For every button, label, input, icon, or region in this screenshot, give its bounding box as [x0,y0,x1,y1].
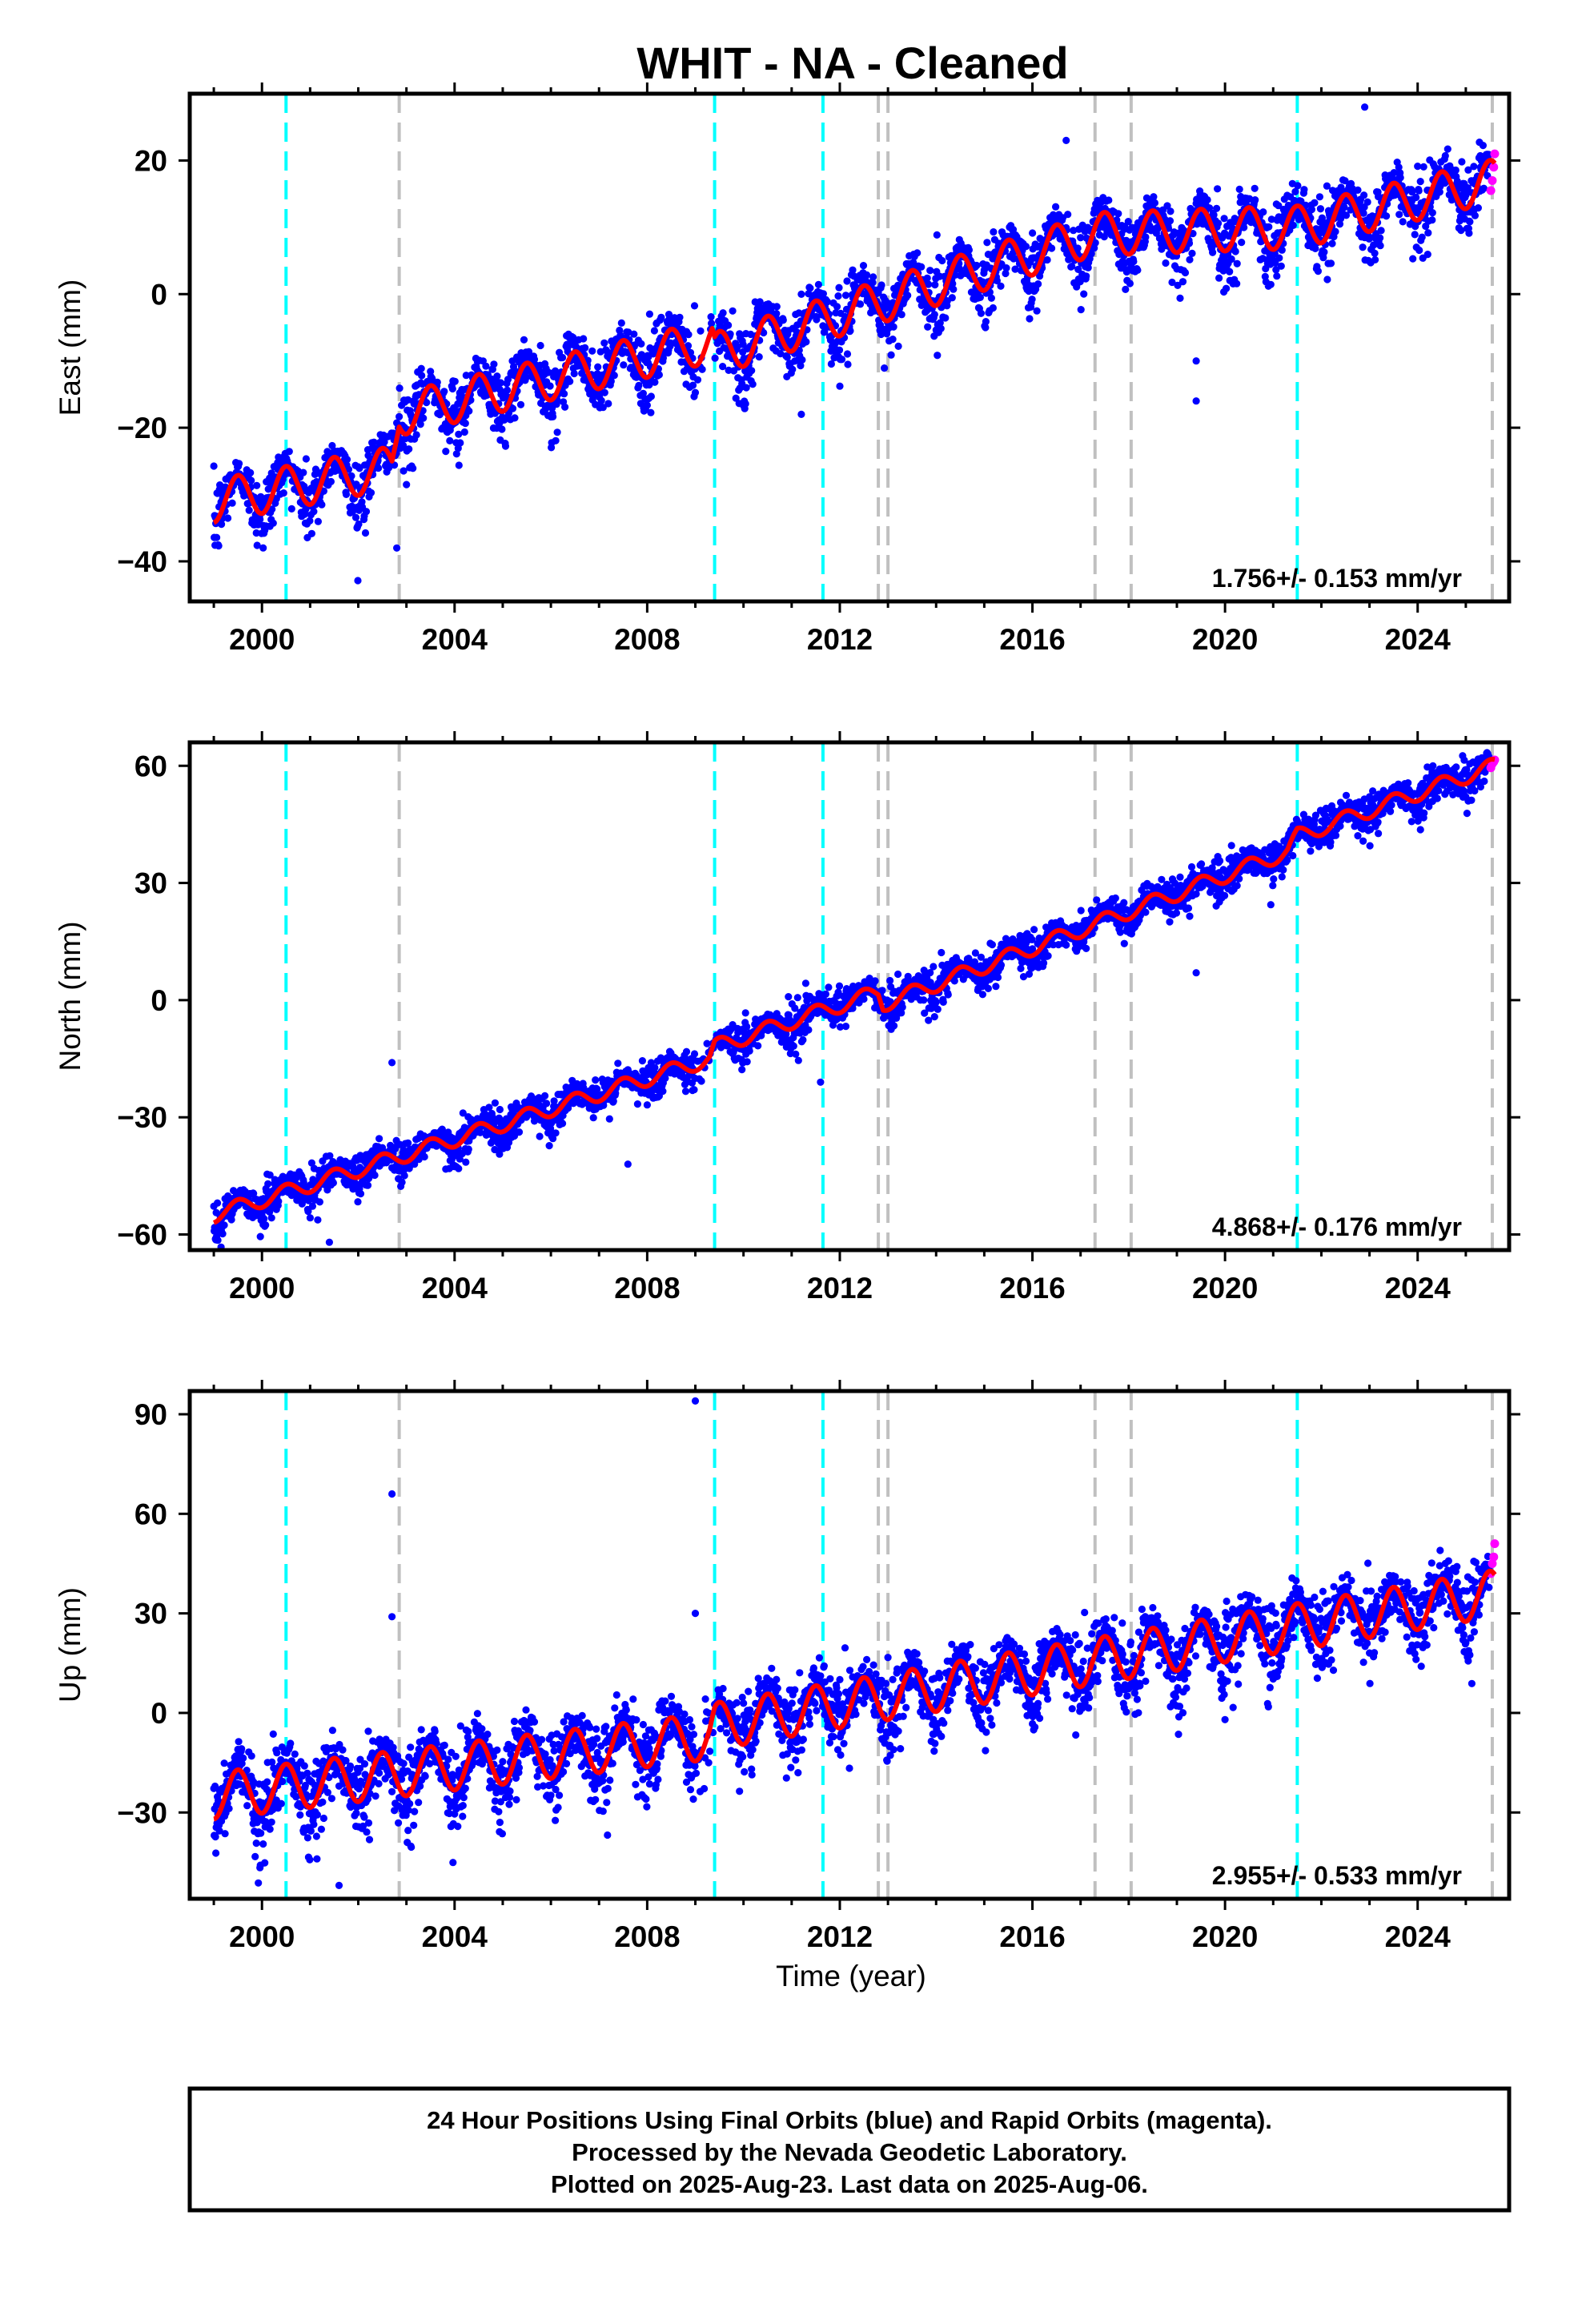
x-tick-label: 2008 [614,1272,680,1305]
x-tick-label: 2012 [807,1920,873,1953]
north-rapid-orbit-points [1486,755,1500,773]
up-final-orbit-points [210,1397,1494,1889]
rapid-orbit-point [1486,186,1496,195]
up-model-curve [212,1568,1497,1822]
y-tick-label: −30 [117,1101,167,1134]
x-axis-label: Time (year) [776,1960,926,1992]
up-panel: 2000 2004 2008 2012 2016 2020 2024 −30 0 30 60 90 Up… [54,1380,1520,1953]
y-tick-label: 0 [151,984,167,1017]
x-tick-label: 2020 [1192,1272,1258,1305]
x-tick-label: 2000 [229,1920,295,1953]
x-tick-label: 2020 [1192,1920,1258,1953]
up-y-axis-label: Up (mm) [54,1587,86,1703]
x-tick-label: 2000 [229,623,295,656]
y-tick-label: 60 [135,1498,167,1530]
rapid-orbit-point [1488,175,1497,185]
x-tick-label: 2016 [999,1272,1065,1305]
y-tick-label: 20 [135,144,167,177]
x-tick-label: 2012 [807,623,873,656]
x-tick-label: 2012 [807,1272,873,1305]
footer-line-2: Processed by the Nevada Geodetic Laborat… [572,2138,1127,2166]
x-tick-label: 2004 [422,1920,488,1953]
y-tick-label: 0 [151,278,167,311]
x-tick-label: 2024 [1385,1920,1452,1953]
figure-title: WHIT - NA - Cleaned [636,38,1068,88]
east-rate-label: 1.756+/- 0.153 mm/yr [1212,564,1462,593]
north-model-curve [212,757,1496,1225]
north-y-ticks: −60 −30 0 30 60 [117,750,1520,1251]
x-tick-label: 2020 [1192,623,1258,656]
x-tick-label: 2024 [1385,1272,1452,1305]
up-rate-label: 2.955+/- 0.533 mm/yr [1212,1861,1462,1890]
footer-line-3: Plotted on 2025-Aug-23. Last data on 202… [551,2170,1148,2198]
x-tick-label: 2008 [614,1920,680,1953]
up-x-ticks: 2000 2004 2008 2012 2016 2020 2024 [212,1380,1468,1953]
footer-box: 24 Hour Positions Using Final Orbits (bl… [187,2086,1512,2213]
east-x-ticks: 2000 2004 2008 2012 2016 2020 2024 [212,82,1468,656]
y-tick-label: −60 [117,1218,167,1251]
x-tick-label: 2000 [229,1272,295,1305]
x-tick-label: 2004 [422,623,488,656]
rapid-orbit-point [1489,163,1499,172]
y-tick-label: −30 [117,1796,167,1829]
rapid-orbit-point [1490,149,1500,159]
north-panel: 2000 2004 2008 2012 2016 2020 2024 −60 −30 0 30 60 N… [54,731,1520,1305]
x-tick-label: 2016 [999,1920,1065,1953]
rapid-orbit-point [1489,1552,1499,1562]
y-tick-label: 90 [135,1398,167,1431]
east-final-orbit-points [210,103,1494,585]
east-step-lines [284,94,1494,601]
y-tick-label: 30 [135,867,167,900]
rapid-orbit-point [1490,1539,1500,1549]
y-tick-label: 60 [135,750,167,782]
north-y-axis-label: North (mm) [54,921,86,1071]
east-rapid-orbit-points [1486,149,1500,195]
east-plot-frame [187,91,1512,604]
up-plot-frame [187,1389,1512,1901]
x-tick-label: 2008 [614,623,680,656]
rapid-orbit-point [1488,1558,1497,1568]
up-y-ticks: −30 0 30 60 90 [117,1398,1520,1829]
x-tick-label: 2024 [1385,623,1452,656]
y-tick-label: −20 [117,412,167,444]
north-rate-label: 4.868+/- 0.176 mm/yr [1212,1212,1462,1241]
final-orbit-point-cloud [210,1397,1494,1889]
y-tick-label: 30 [135,1598,167,1630]
east-y-ticks: −40 −20 0 20 [117,144,1520,578]
up-rapid-orbit-points [1486,1539,1500,1578]
y-tick-label: −40 [117,545,167,578]
east-panel: 2000 2004 2008 2012 2016 2020 2024 −40 −20 0 20 Eas… [54,82,1520,656]
y-tick-label: 0 [151,1697,167,1730]
x-tick-label: 2004 [422,1272,488,1305]
footer-line-1: 24 Hour Positions Using Final Orbits (bl… [427,2106,1272,2134]
north-plot-frame [187,740,1512,1252]
x-tick-label: 2016 [999,623,1065,656]
east-model-curve [212,158,1497,525]
east-y-axis-label: East (mm) [54,279,86,416]
final-orbit-point-cloud [210,103,1494,585]
north-x-ticks: 2000 2004 2008 2012 2016 2020 2024 [212,731,1468,1305]
